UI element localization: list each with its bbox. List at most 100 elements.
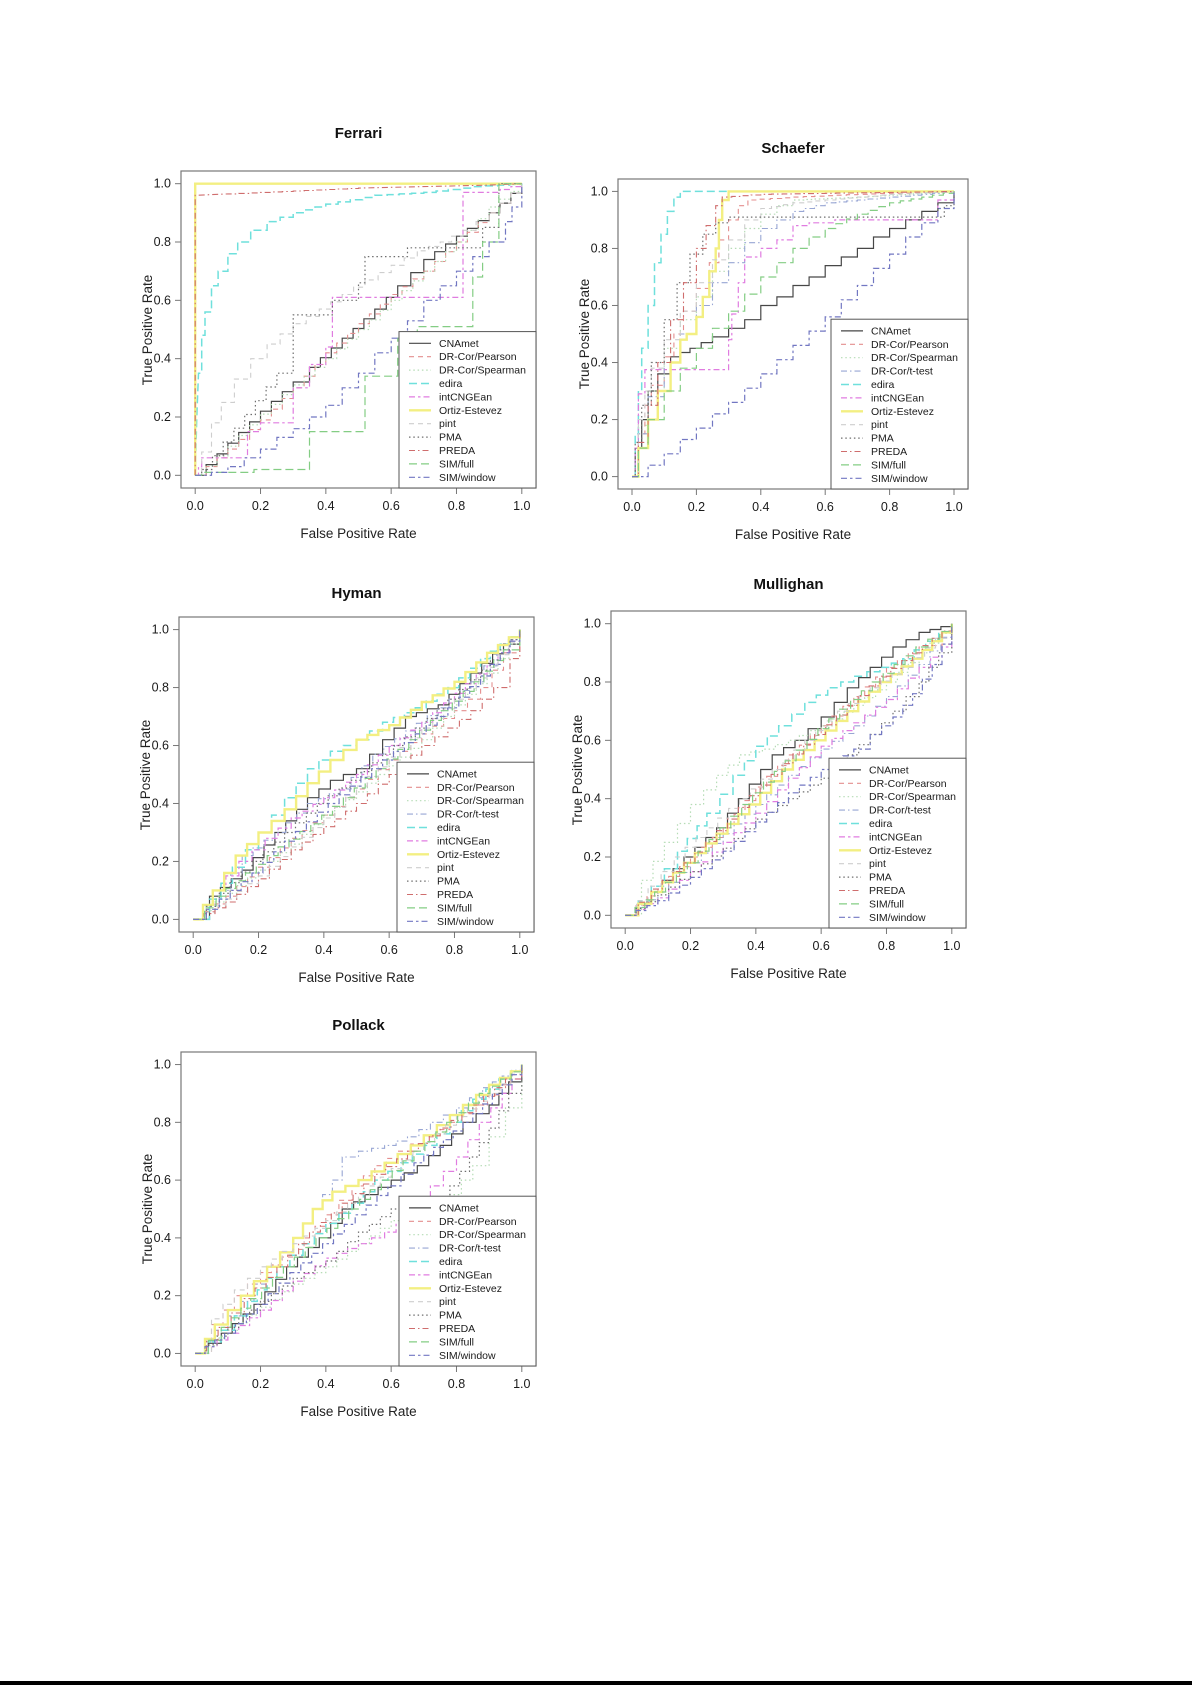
x-axis-label: False Positive Rate [300, 526, 417, 541]
x-tick-label: 0.4 [317, 1377, 334, 1391]
bottom-black-bar [0, 1681, 1192, 1685]
panel-pollack: Pollack 0.0 0.0 0.2 0.2 0.4 0.4 0.6 0.6 0.8 0.8 1.… [86, 982, 561, 1426]
legend-label: SIM/full [437, 902, 472, 914]
legend-label: PMA [869, 872, 892, 884]
legend-box [828, 757, 967, 929]
y-axis-label: True Positive Rate [577, 278, 592, 390]
legend-label: DR-Cor/Spearman [439, 1229, 526, 1241]
y-tick-label: 0.8 [154, 1115, 171, 1129]
x-tick-label: 0.2 [252, 1377, 269, 1391]
y-tick-label: 0.6 [591, 298, 608, 312]
x-tick-label: 0.8 [448, 499, 465, 513]
legend-label: DR-Cor/t-test [439, 1243, 501, 1255]
x-tick-label: 0.2 [688, 500, 705, 514]
legend-label: SIM/window [869, 912, 926, 924]
y-tick-label: 0.2 [154, 410, 171, 424]
series-path-SIM/full [195, 1064, 523, 1354]
y-tick-label: 1.0 [154, 1058, 171, 1072]
legend-box [398, 1195, 537, 1367]
legend-label: pint [869, 858, 886, 870]
series-path-DR-Cor/Pearson [625, 623, 953, 916]
y-tick-label: 0.0 [591, 470, 608, 484]
series-path-edira [625, 623, 953, 917]
legend-label: edira [439, 1256, 463, 1268]
legend-label: edira [871, 379, 895, 391]
series-path-Ortiz-Estevez [193, 629, 521, 921]
series-path-PREDA [194, 183, 522, 476]
series-path-SIM/full [632, 191, 955, 478]
x-tick-label: 0.0 [187, 499, 204, 513]
panel-ferrari: Ferrari 0.0 0.0 0.2 0.2 0.4 0.4 0.6 0.6 0.8 0.8 1.… [86, 101, 561, 548]
series-path-DR-Cor/Pearson [195, 1064, 523, 1354]
y-tick-label: 0.0 [154, 468, 171, 482]
y-tick-label: 0.8 [154, 235, 171, 249]
chart-title: Ferrari [334, 125, 383, 142]
x-tick-label: 0.8 [878, 939, 895, 953]
legend-label: intCNGEan [439, 1269, 492, 1281]
legend-label: DR-Cor/t-test [437, 809, 499, 821]
legend-label: PREDA [437, 889, 473, 901]
legend-label: PMA [439, 432, 462, 444]
roc-plot-ferrari: 0.0 0.0 0.2 0.2 0.4 0.4 0.6 0.6 0.8 0.8 1.0 1.0 CNAm… [154, 170, 537, 513]
legend-label: DR-Cor/t-test [871, 366, 933, 378]
x-tick-label: 1.0 [513, 499, 530, 513]
series-path-intCNGEan [625, 623, 953, 916]
plot-box [180, 170, 537, 489]
legend-label: CNAmet [871, 325, 911, 337]
legend-box [396, 761, 535, 933]
series-path-DR-Cor/Pearson [632, 191, 955, 478]
x-tick-label: 0.0 [623, 500, 640, 514]
series-path-SIM/window [193, 629, 521, 920]
y-tick-label: 1.0 [584, 617, 601, 631]
series-path-intCNGEan [193, 629, 521, 920]
series-path-DR-Cor/Pearson [193, 629, 521, 920]
chart-title: Hyman [331, 585, 382, 602]
legend-label: DR-Cor/Spearman [439, 365, 526, 377]
legend-label: DR-Cor/Pearson [871, 339, 949, 351]
legend-label: SIM/full [871, 459, 906, 471]
x-tick-label: 0.4 [317, 499, 334, 513]
x-tick-label: 0.4 [315, 943, 332, 957]
legend-label: intCNGEan [871, 392, 924, 404]
series-path-edira [194, 183, 523, 476]
legend-label: DR-Cor/t-test [869, 805, 931, 817]
roc-plot-pollack: 0.0 0.0 0.2 0.2 0.4 0.4 0.6 0.6 0.8 0.8 1.0 1.0 CNAm… [154, 1051, 537, 1391]
x-tick-label: 0.2 [250, 943, 267, 957]
series-path-PREDA [195, 1064, 523, 1354]
series-path-edira [632, 190, 954, 478]
series-path-PMA [195, 183, 522, 476]
y-tick-label: 0.0 [584, 908, 601, 922]
legend-label: Ortiz-Estevez [871, 406, 934, 418]
series-path-intCNGEan [632, 191, 955, 478]
legend-label: PREDA [869, 885, 905, 897]
legend-label: DR-Cor/Pearson [437, 782, 515, 794]
series-path-pint [195, 1064, 523, 1354]
legend-label: DR-Cor/Pearson [869, 778, 947, 790]
y-tick-label: 0.4 [584, 792, 601, 806]
legend-label: SIM/window [437, 916, 494, 928]
x-tick-label: 0.6 [382, 499, 399, 513]
y-tick-label: 0.8 [152, 681, 169, 695]
y-tick-label: 0.4 [152, 796, 169, 810]
y-axis-label: True Positive Rate [138, 719, 153, 830]
x-tick-label: 0.0 [187, 1377, 204, 1391]
legend-label: Ortiz-Estevez [869, 845, 932, 857]
legend-label: CNAmet [439, 338, 479, 350]
y-axis-label: True Positive Rate [570, 714, 585, 825]
legend-label: DR-Cor/Spearman [437, 795, 524, 807]
y-tick-label: 1.0 [152, 623, 169, 637]
series-path-SIM/window [195, 1064, 523, 1354]
x-tick-label: 0.8 [448, 1377, 465, 1391]
legend-label: SIM/window [871, 473, 928, 485]
y-tick-label: 0.4 [591, 356, 608, 370]
legend-label: intCNGEan [437, 835, 490, 847]
legend-label: DR-Cor/Pearson [439, 351, 517, 363]
x-tick-label: 1.0 [511, 943, 528, 957]
legend-label: CNAmet [869, 764, 909, 776]
y-tick-label: 0.2 [152, 854, 169, 868]
legend-label: DR-Cor/Spearman [869, 791, 956, 803]
legend-label: SIM/full [869, 898, 904, 910]
legend-label: pint [439, 418, 456, 430]
x-tick-label: 0.0 [617, 939, 634, 953]
y-tick-label: 0.2 [154, 1289, 171, 1303]
